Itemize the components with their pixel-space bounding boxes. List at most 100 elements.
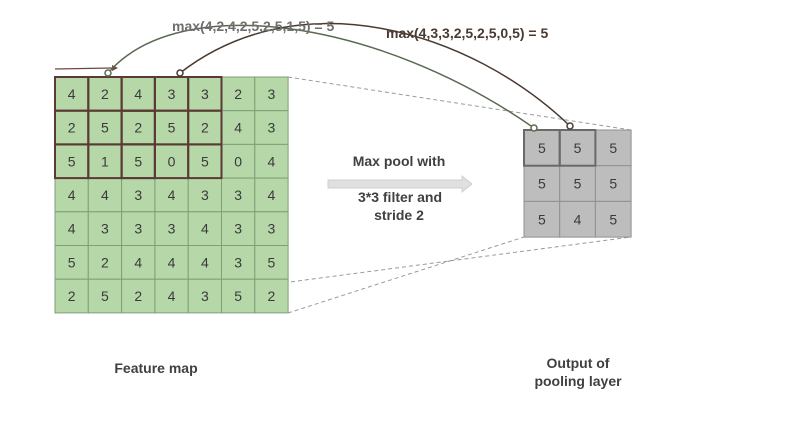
feature-cell [254, 110, 289, 145]
feature-cell-value: 4 [268, 187, 276, 203]
feature-cell-value: 3 [134, 221, 142, 237]
output-cell [559, 165, 596, 202]
feature-cell [87, 110, 123, 145]
feature-cell [154, 211, 189, 247]
feature-cell [154, 110, 189, 145]
feature-cell [54, 278, 89, 314]
pooling-window-2-cell [187, 143, 223, 180]
feature-cell [221, 278, 256, 314]
output-grid: 5 5 5 5 5 5 5 4 5 [523, 129, 632, 238]
feature-cell-value: 3 [234, 187, 242, 203]
formula-window-2: max(4,3,3,2,5,2,5,0,5) = 5 [386, 25, 548, 41]
formula-window-1: max(4,2,4,2,5,2,5,1,5) = 5 [172, 18, 334, 34]
feature-cell-value: 3 [234, 221, 242, 237]
feature-cell-value: 2 [134, 288, 142, 304]
output-cell-value: 4 [574, 211, 582, 227]
feature-cell-value: 2 [68, 120, 76, 136]
feature-cell-value: 3 [168, 86, 176, 102]
feature-cell-value: 5 [268, 254, 276, 270]
feature-cell-value: 3 [134, 187, 142, 203]
output-cell-value: 5 [609, 140, 617, 156]
feature-cell-value: 4 [68, 221, 76, 237]
feature-cell [221, 110, 256, 145]
feature-cell [154, 278, 189, 314]
feature-cell-value: 0 [168, 153, 176, 169]
feature-cell-value: 4 [201, 221, 209, 237]
feature-cell-value: 3 [201, 187, 209, 203]
feature-cell-value: 5 [201, 153, 209, 169]
feature-cell-value: 2 [201, 120, 209, 136]
feature-cell [54, 143, 89, 179]
feature-cell-value: 1 [101, 153, 109, 169]
feature-cell-value: 4 [268, 153, 276, 169]
output-cell [594, 165, 632, 202]
feature-cell-value: 0 [234, 153, 242, 169]
feature-cell-value: 4 [68, 86, 76, 102]
feature-cell-value: 2 [101, 86, 109, 102]
feature-cell-value: 2 [101, 254, 109, 270]
feature-cell [87, 278, 123, 314]
feature-cell [121, 245, 156, 280]
feature-cell [221, 211, 256, 247]
output-cell-value: 5 [538, 176, 546, 192]
output-cell-value: 5 [574, 140, 582, 156]
feature-cell [221, 76, 256, 112]
feature-map-grid: 4 2 4 3 3 2 3 2 5 2 5 2 4 3 5 1 5 0 5 0 4 4 4 3 4 3 3 4 4 3 3 3 4 3 3 5 2 4 4 4… [54, 76, 289, 314]
output-cell-value: 5 [538, 211, 546, 227]
operation-label-line-3: stride 2 [374, 207, 424, 223]
output-cell-highlight [558, 129, 597, 167]
feature-cell-value: 4 [168, 187, 176, 203]
feature-cell-value: 4 [134, 86, 142, 102]
output-cell [523, 200, 561, 238]
output-cell-value: 5 [574, 176, 582, 192]
output-label-line-2: pooling layer [534, 373, 622, 389]
feature-cell-value: 5 [101, 120, 109, 136]
feature-cell-value: 4 [68, 187, 76, 203]
output-cell-value: 5 [609, 176, 617, 192]
operation-label-line-1: Max pool with [353, 153, 446, 169]
feature-cell [121, 211, 156, 247]
feature-cell-value: 2 [234, 86, 242, 102]
feature-cell-value: 4 [234, 120, 242, 136]
projection-line-bottom [54, 236, 632, 314]
feature-cell-value: 2 [134, 120, 142, 136]
curve-window-2 [179, 22, 571, 127]
arrow-shape [327, 174, 473, 194]
operation-label-line-2: 3*3 filter and [358, 189, 442, 205]
feature-cell-value: 5 [68, 153, 76, 169]
feature-cell-value: 3 [101, 221, 109, 237]
projection-line-bottom-edge [287, 236, 525, 314]
feature-cell [187, 211, 222, 247]
feature-cell [54, 110, 89, 145]
feature-cell-value: 4 [134, 254, 142, 270]
feature-cell [87, 245, 123, 280]
projection-line-top [287, 76, 632, 131]
feature-map-label: Feature map [114, 360, 197, 376]
input-arrow-line [54, 67, 113, 70]
output-cell-value: 5 [538, 140, 546, 156]
feature-cell-value: 4 [101, 187, 109, 203]
output-cell [594, 200, 632, 238]
output-label-line-1: Output of [547, 355, 610, 371]
feature-cell-value: 5 [168, 120, 176, 136]
feature-cell [221, 245, 256, 280]
feature-cell-value: 5 [134, 153, 142, 169]
feature-cell-value: 4 [201, 254, 209, 270]
feature-cell [254, 177, 289, 213]
feature-cell [254, 245, 289, 280]
curve-1-end-dot [530, 124, 538, 132]
curve-window-1 [107, 24, 535, 129]
feature-cell [254, 278, 289, 314]
feature-cell-value: 5 [234, 288, 242, 304]
feature-cell-value: 2 [268, 288, 276, 304]
output-cell [523, 165, 561, 202]
pooling-window-outlines [54, 76, 223, 180]
feature-cell [254, 143, 289, 179]
curve-1-start-dot [104, 69, 112, 77]
feature-cell-value: 3 [168, 221, 176, 237]
output-cell-value: 5 [609, 211, 617, 227]
curve-2-end-dot [566, 122, 574, 130]
feature-cell-value: 5 [68, 254, 76, 270]
feature-cell-value: 5 [101, 288, 109, 304]
